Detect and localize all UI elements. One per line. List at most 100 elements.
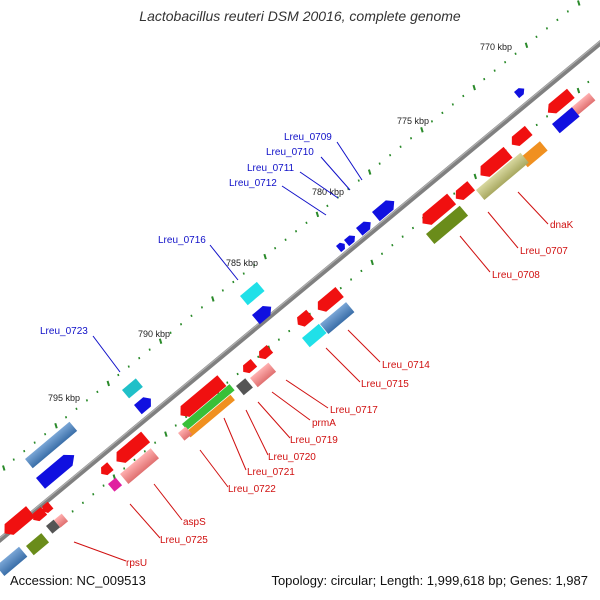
scale-tick [71, 510, 74, 513]
scale-tick [253, 263, 256, 267]
label-lreu-0716: Lreu_0716 [158, 235, 206, 246]
genome-stats-label: Topology: circular; Length: 1,999,618 bp… [271, 573, 588, 588]
scale-tick [148, 348, 151, 351]
scale-label-775: 775 kbp [397, 116, 429, 126]
scale-tick [221, 289, 224, 292]
label-lreu-0712: Lreu_0712 [229, 178, 277, 189]
scale-tick [81, 501, 84, 505]
scale-tick [360, 269, 363, 273]
scale-tick [430, 120, 434, 123]
scale-tick [370, 259, 374, 266]
scale-tick [226, 381, 229, 384]
label-rpsu: rpsU [126, 558, 147, 569]
label-asps: aspS [183, 517, 206, 528]
scale-tick [315, 211, 320, 218]
label-lreu-0717: Lreu_0717 [330, 405, 378, 416]
label-lreu-0710: Lreu_0710 [266, 147, 314, 158]
scale-tick [106, 380, 111, 387]
label-lreu-0714: Lreu_0714 [382, 360, 430, 371]
gene-blue-left-2 [36, 454, 75, 489]
scale-tick [184, 415, 188, 419]
scale-tick [577, 0, 581, 6]
label-leaders [73, 141, 549, 562]
accession-label: Accession: NC_009513 [10, 573, 146, 588]
scale-tick [190, 314, 193, 318]
scale-tick [326, 204, 329, 208]
scale-label-770: 770 kbp [480, 42, 512, 52]
scale-tick [154, 441, 157, 444]
scale-tick [378, 162, 381, 165]
scale-tick [75, 407, 78, 411]
scale-tick [232, 280, 235, 284]
gene-feature-top-right [514, 88, 525, 99]
scale-tick [138, 356, 141, 360]
scale-tick [411, 226, 415, 230]
scale-tick [288, 329, 291, 333]
scale-tick [294, 230, 298, 233]
scale-tick [179, 323, 183, 326]
gene-lreu-0710 [356, 221, 371, 236]
scale-tick [420, 127, 424, 133]
label-lreu-0707: Lreu_0707 [520, 246, 568, 257]
scale-tick [158, 338, 163, 344]
label-lreu-0711: Lreu_0711 [247, 163, 295, 174]
scale-tick [211, 296, 215, 302]
scale-label-790: 790 kbp [138, 329, 170, 339]
gene-lreu-0723 [122, 378, 143, 399]
scale-tick [524, 42, 529, 49]
scale-tick [493, 69, 496, 72]
scale-tick [391, 243, 394, 247]
scale-tick [2, 465, 6, 471]
gene-blue-left [24, 421, 78, 469]
scale-tick [236, 372, 239, 376]
scale-tick [350, 278, 353, 281]
label-lreu-0719: Lreu_0719 [290, 435, 338, 446]
scale-tick [257, 355, 260, 359]
scale-tick [164, 431, 168, 437]
scale-tick [339, 286, 342, 290]
map-title: Lactobacillus reuteri DSM 20016, complet… [139, 8, 461, 24]
scale-tick [472, 84, 476, 91]
scale-tick [143, 450, 146, 453]
scale-tick [401, 235, 404, 238]
gene-lreu-0709 [372, 200, 395, 222]
scale-tick [399, 145, 402, 148]
reverse-genes [0, 88, 596, 576]
label-lreu-0721: Lreu_0721 [247, 467, 295, 478]
gene-lreu-0716 [240, 281, 265, 306]
scale-tick [44, 432, 47, 436]
label-lreu-0723: Lreu_0723 [40, 326, 88, 337]
scale-tick [174, 424, 177, 427]
scale-tick [473, 173, 478, 180]
scale-tick [514, 52, 517, 55]
scale-label-785: 785 kbp [226, 258, 258, 268]
label-lreu-0715: Lreu_0715 [361, 379, 409, 390]
genome-backbone-highlight [0, 40, 600, 539]
scale-tick [274, 246, 277, 250]
scale-tick [33, 441, 36, 444]
scale-tick [169, 331, 172, 334]
label-prma: prmA [312, 418, 336, 429]
gene-lreu-0716b [252, 306, 272, 325]
scale-tick [102, 484, 105, 487]
scale-tick [483, 77, 486, 81]
scale-tick [504, 60, 507, 64]
scale-tick [263, 253, 267, 260]
scale-ticks-outer [2, 0, 581, 471]
scale-tick [451, 103, 454, 106]
scale-tick [535, 123, 538, 127]
scale-tick [117, 373, 120, 377]
scale-tick [535, 35, 538, 39]
scale-tick [127, 365, 130, 368]
scale-tick [96, 390, 99, 394]
scale-tick [556, 18, 559, 22]
scale-tick [277, 338, 280, 341]
scale-label-795: 795 kbp [48, 393, 80, 403]
scale-tick [64, 416, 68, 419]
scale-tick [85, 399, 89, 402]
scale-tick [367, 169, 372, 175]
scale-tick [441, 111, 444, 115]
scale-tick [92, 493, 95, 496]
scale-tick [380, 252, 384, 255]
label-dnak: dnaK [550, 220, 574, 231]
